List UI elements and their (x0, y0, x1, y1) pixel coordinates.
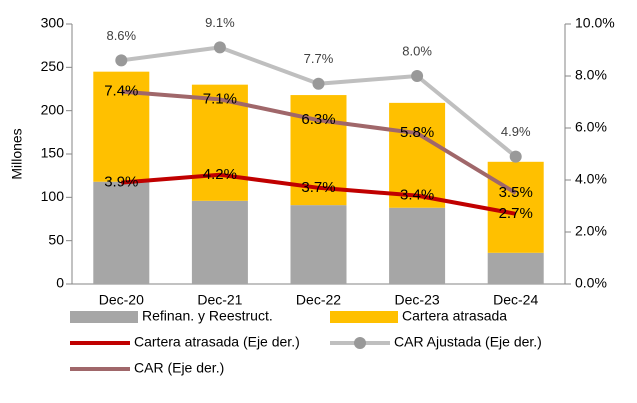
bar (487, 252, 544, 284)
x-tick-label: Dec-20 (99, 292, 144, 308)
legend-swatch (330, 311, 398, 323)
y-tick-label: 200 (41, 101, 65, 117)
y-tick-label: 100 (41, 188, 65, 204)
bar (93, 71, 150, 182)
y2-tick-label: 8.0% (575, 67, 607, 83)
x-tick-label: Dec-22 (296, 292, 341, 308)
y-tick-label: 50 (48, 231, 64, 247)
marker (115, 54, 128, 67)
bar (389, 207, 446, 284)
x-tick-label: Dec-23 (395, 292, 440, 308)
marker (312, 77, 325, 90)
data-label: 6.3% (301, 111, 335, 128)
bar (93, 181, 150, 284)
data-label: 7.4% (104, 83, 138, 100)
marker (411, 70, 424, 82)
legend-marker (354, 337, 366, 349)
y-tick-label: 150 (41, 145, 65, 161)
y2-tick-label: 6.0% (575, 119, 607, 135)
x-tick-label: Dec-24 (493, 292, 538, 308)
bar (191, 200, 248, 284)
data-label: 7.1% (203, 90, 237, 107)
line (121, 172, 517, 216)
legend-label: CAR Ajustada (Eje der.) (394, 334, 542, 350)
data-label: 3.7% (301, 179, 335, 196)
data-label: 5.8% (400, 124, 434, 141)
legend-label: Cartera atrasada (402, 308, 507, 324)
legend-swatch (70, 311, 138, 323)
bar (290, 205, 347, 284)
legend-label: Refinan. y Reestruct. (142, 308, 273, 324)
y2-tick-label: 0.0% (575, 275, 607, 291)
data-label: 7.7% (304, 51, 334, 66)
y-tick-label: 250 (41, 58, 65, 74)
legend-label: CAR (Eje der.) (134, 360, 224, 376)
data-label: 2.7% (499, 205, 533, 222)
data-label: 4.9% (501, 124, 531, 139)
y2-tick-label: 10.0% (575, 15, 615, 31)
data-label: 8.0% (402, 43, 432, 58)
data-label: 3.9% (104, 174, 138, 191)
marker (213, 41, 226, 54)
data-label: 3.5% (499, 184, 533, 201)
bar (389, 102, 446, 208)
bar (487, 161, 544, 253)
line (121, 89, 517, 195)
y-tick-label: 0 (56, 275, 64, 291)
data-label: 3.4% (400, 187, 434, 204)
y2-tick-label: 4.0% (575, 171, 607, 187)
y-tick-label: 300 (41, 15, 65, 31)
data-label: 8.6% (106, 28, 136, 43)
legend-label: Cartera atrasada (Eje der.) (134, 334, 300, 350)
marker (509, 150, 522, 163)
data-label: 4.2% (203, 166, 237, 183)
data-label: 9.1% (205, 15, 235, 30)
x-tick-label: Dec-21 (197, 292, 242, 308)
y2-tick-label: 2.0% (575, 223, 607, 239)
y-axis-label: Millones (9, 128, 25, 179)
